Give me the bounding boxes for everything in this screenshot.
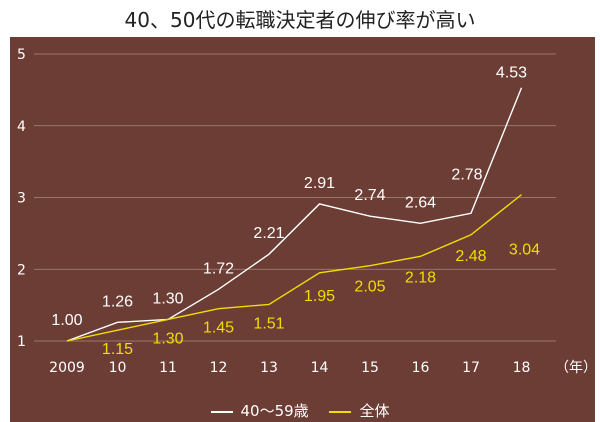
y-tick-label: 3: [17, 191, 26, 207]
x-tick-label: 18: [513, 360, 531, 376]
x-tick-label: 16: [412, 360, 430, 376]
data-label: 1.15: [102, 341, 133, 358]
x-axis-label: （年）: [555, 360, 597, 376]
x-tick-label: 15: [361, 360, 379, 376]
data-label: 1.95: [304, 288, 335, 305]
chart-title: 40、50代の転職決定者の伸び率が高い: [124, 8, 476, 32]
series-line-0: [66, 87, 523, 342]
data-label: 2.48: [455, 248, 486, 265]
legend-item-40-59: 40〜59歳: [210, 400, 309, 421]
y-tick-label: 4: [17, 119, 26, 135]
y-tick-label: 2: [17, 262, 26, 278]
x-tick-label: 11: [159, 360, 177, 376]
x-tick-label: 10: [109, 360, 127, 376]
legend-label: 40〜59歳: [240, 402, 309, 420]
x-tick-label: 12: [210, 360, 228, 376]
data-label: 1.45: [203, 320, 234, 337]
legend-swatch: [329, 410, 352, 413]
legend-swatch: [210, 410, 233, 413]
data-label: 1.00: [51, 312, 82, 329]
data-label: 1.30: [152, 330, 183, 347]
x-tick-label: 13: [260, 360, 278, 376]
data-label: 4.53: [496, 65, 527, 82]
data-label: 1.72: [203, 260, 234, 277]
x-tick-label: 17: [462, 360, 480, 376]
data-label: 2.91: [304, 175, 335, 192]
series-line-1: [66, 194, 522, 342]
data-label: 2.21: [253, 225, 284, 242]
x-tick-label: 14: [311, 360, 329, 376]
data-label: 1.26: [102, 293, 133, 310]
legend-label: 全体: [359, 402, 390, 420]
data-label: 2.78: [451, 166, 482, 183]
legend: 40〜59歳 全体: [0, 400, 600, 421]
y-tick-label: 5: [17, 47, 26, 63]
data-label: 2.74: [354, 187, 385, 204]
legend-item-all: 全体: [329, 400, 389, 421]
data-label: 1.30: [152, 290, 183, 307]
y-tick-label: 1: [17, 334, 26, 350]
data-label: 3.04: [509, 242, 540, 259]
data-label: 1.51: [253, 315, 284, 332]
data-label: 2.18: [405, 269, 436, 286]
chart-panel: [10, 37, 595, 422]
data-label: 2.05: [354, 279, 385, 296]
data-label: 2.64: [405, 194, 436, 211]
x-tick-label: 2009: [49, 360, 85, 376]
